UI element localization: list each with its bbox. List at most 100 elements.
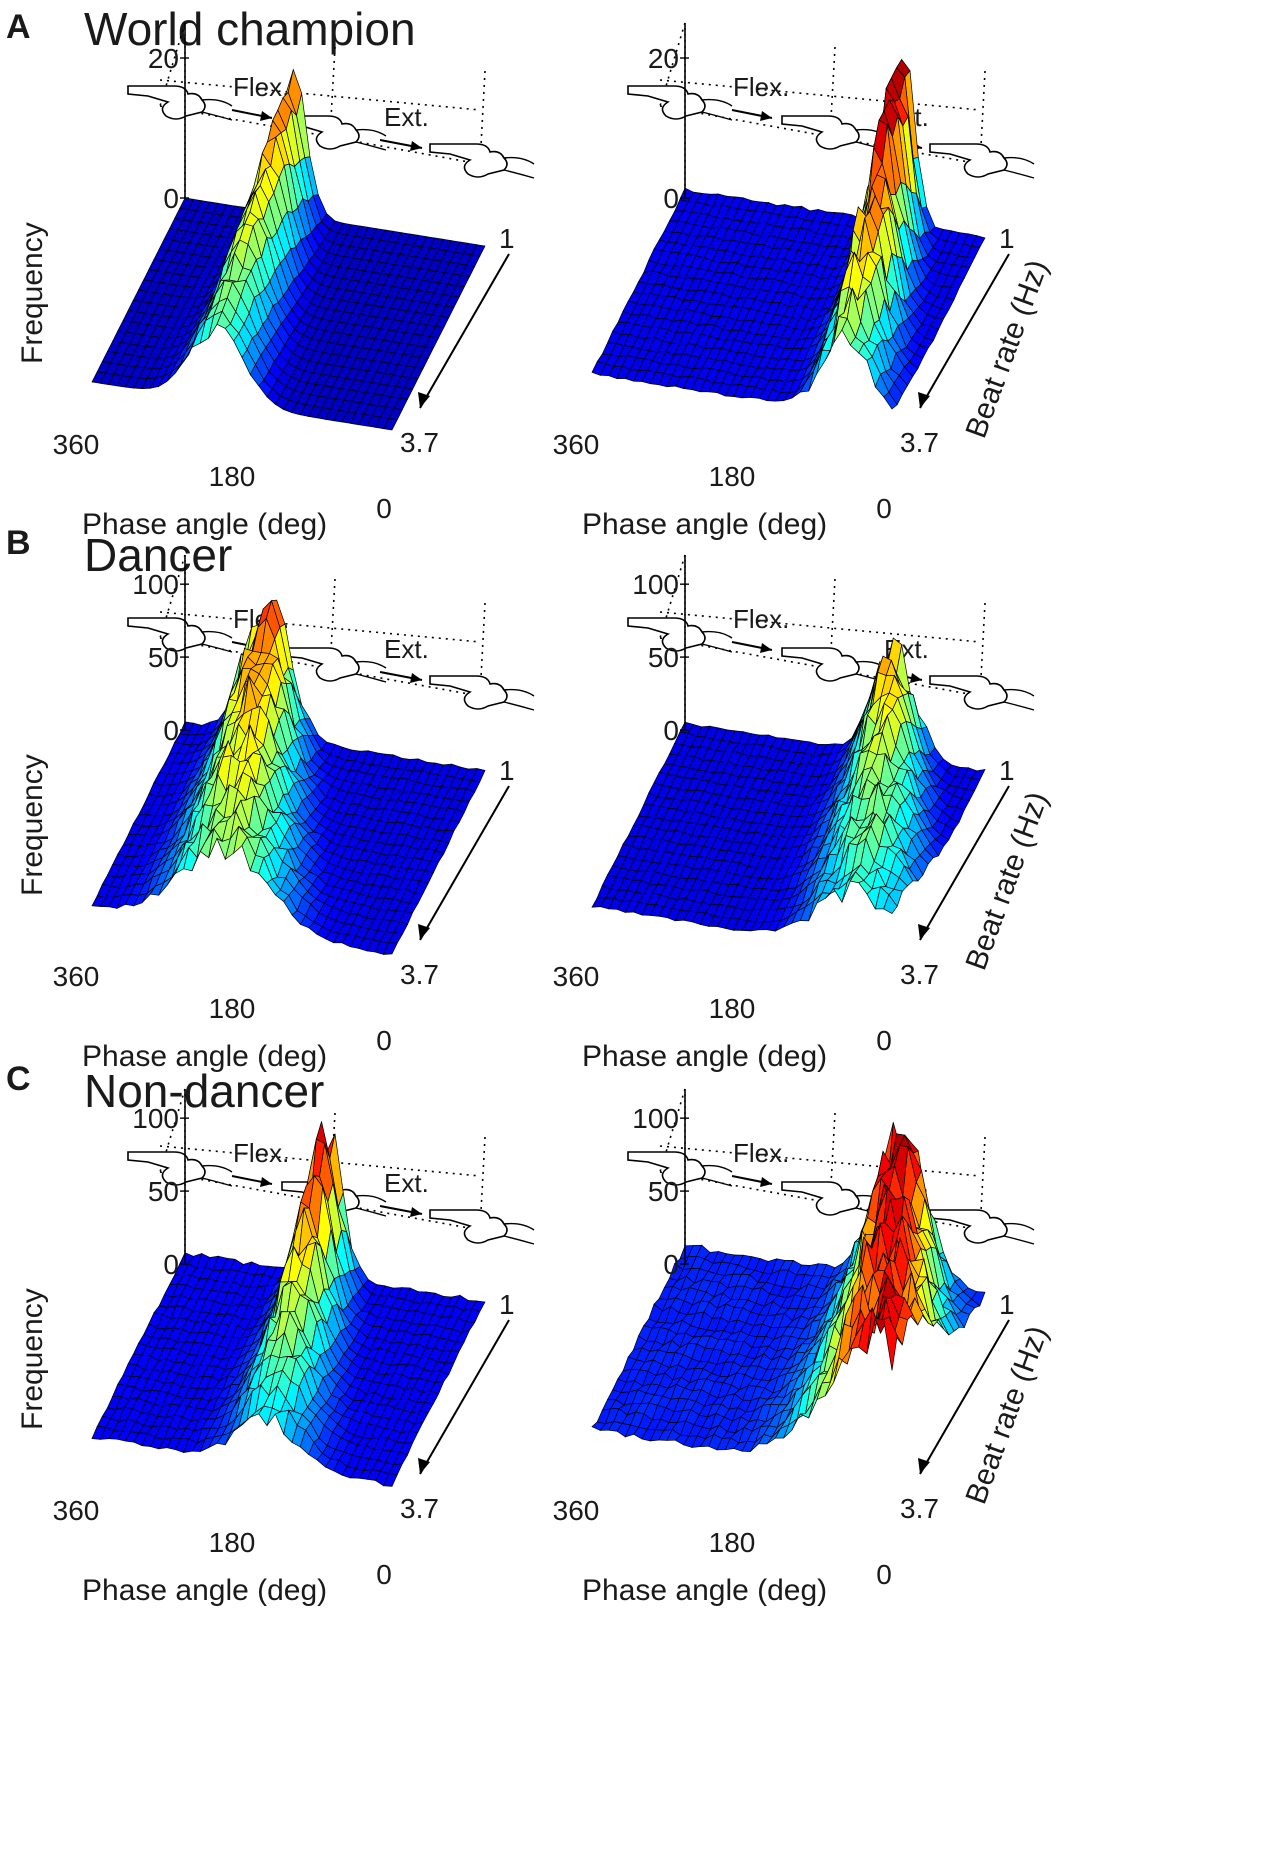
finger-flexion-icon [127,85,233,121]
depth-tick-label-1: 1 [999,223,1015,254]
guide-dotted-line [659,79,981,111]
x-axis-label: Phase angle (deg) [582,1574,827,1607]
x-tick-label-360: 360 [553,1495,600,1526]
guide-dotted-line [159,1088,186,1173]
annotation-layer: Flex.Ext. [627,1088,1035,1245]
beat-rate-arrowhead [918,1458,930,1474]
depth-tick-label-3-7: 3.7 [900,959,939,990]
panel-letter-b: B [6,524,31,562]
guide-dotted-line [829,578,836,669]
guide-dotted-line [829,46,836,137]
z-tick-label: 100 [632,569,679,600]
beat-rate-arrow [919,253,1010,409]
x-tick-label-0: 0 [376,1025,392,1056]
beat-rate-axis-label: Beat rate (Hz) [960,1322,1055,1509]
ext-label: Ext. [384,634,429,664]
z-tick-label: 0 [663,1249,679,1280]
z-tick-label: 50 [648,642,679,673]
panel-title-a: World champion [84,3,416,55]
beat-rate-arrowhead [418,1458,430,1474]
x-tick-label-180: 180 [209,993,256,1024]
surface-plot-b-right: Flex. Ext. 0 50 100 360 180 0 Phase angle (deg) 1… [500,554,1060,1073]
depth-tick-label-1: 1 [499,1289,515,1320]
depth-tick-label-1: 1 [499,755,515,786]
depth-tick-label-3-7: 3.7 [400,1493,439,1524]
panel-title-c: Non-dancer [84,1065,325,1117]
depth-tick-label-3-7: 3.7 [400,959,439,990]
axes: 0 50 100 360 180 0 Phase angle (deg) 1 3.7 Freque… [16,1089,515,1607]
y-axis-label: Frequency [16,754,49,896]
x-tick-label-0: 0 [376,493,392,524]
surface-mesh [91,1120,486,1487]
finger-extension-icon [929,675,1035,711]
z-tick-label: 50 [148,642,179,673]
flex-label: Flex. [233,72,289,102]
panel-letter-a: A [6,8,31,46]
z-tick-label: 50 [148,1176,179,1207]
ext-arrowhead [910,673,922,683]
beat-rate-arrowhead [918,392,930,408]
ext-arrowhead [410,1207,422,1217]
surface-cell [883,894,898,915]
guide-dotted-line [659,554,686,639]
surface-mesh [591,58,986,410]
finger-mid-icon [781,115,887,151]
beat-rate-arrow [419,253,510,409]
surface-mesh [591,637,986,932]
guide-dotted-line [329,46,336,137]
guide-dotted-line [159,1145,481,1177]
surface-cell [383,1473,398,1487]
x-axis-label: Phase angle (deg) [82,1574,327,1607]
finger-flexion-icon [127,617,233,653]
surface-mesh [91,599,486,955]
surface-plot-c-right: Flex.Ext. 0 50 100 360 180 0 Phase angle (deg) 1… [500,1088,1060,1607]
ext-arrowhead [410,141,422,151]
guide-dotted-line [159,611,481,643]
x-tick-label-180: 180 [209,461,256,492]
x-tick-label-0: 0 [876,1559,892,1590]
x-tick-label-0: 0 [876,1025,892,1056]
x-tick-label-180: 180 [209,1527,256,1558]
depth-tick-label-3-7: 3.7 [900,1493,939,1524]
flex-label: Flex. [733,604,789,634]
x-tick-label-180: 180 [709,1527,756,1558]
finger-extension-icon [429,143,535,179]
annotation-layer: Flex.Ext. [627,554,1035,711]
x-tick-label-0: 0 [376,1559,392,1590]
z-tick-label: 0 [663,715,679,746]
finger-flexion-icon [127,1151,233,1187]
x-tick-label-360: 360 [53,961,100,992]
y-axis-label: Frequency [16,222,49,364]
panel-letter-c: C [6,1060,31,1098]
depth-tick-label-1: 1 [999,1289,1015,1320]
axes: 0 20 360 180 0 Phase angle (deg) 1 3.7 Frequency [16,23,515,541]
x-axis-label: Phase angle (deg) [82,1040,327,1073]
surface-plot-c-left: Flex. Ext. 0 50 100 360 180 0 Phase angle (deg) 1… [0,1088,560,1607]
z-tick-label: 0 [663,183,679,214]
x-axis-label: Phase angle (deg) [582,508,827,541]
x-tick-label-360: 360 [553,961,600,992]
x-axis-label: Phase angle (deg) [582,1040,827,1073]
ext-arrowhead [410,673,422,683]
surface-cell [383,418,398,431]
x-tick-label-180: 180 [709,993,756,1024]
guide-dotted-line [159,79,481,111]
x-tick-label-360: 360 [553,429,600,460]
y-axis-label: Frequency [16,1288,49,1430]
beat-rate-arrowhead [418,392,430,408]
z-tick-label: 100 [632,1103,679,1134]
z-tick-label: 0 [163,183,179,214]
finger-extension-icon [429,675,535,711]
guide-dotted-line [659,22,686,107]
flex-arrowhead [260,1177,272,1187]
depth-tick-label-1: 1 [499,223,515,254]
x-tick-label-0: 0 [876,493,892,524]
beat-rate-arrowhead [918,924,930,940]
surface-cell [883,1316,898,1371]
z-tick-label: 50 [648,1176,679,1207]
finger-mid-icon [281,647,387,683]
depth-tick-label-1: 1 [999,755,1015,786]
annotation-layer: Flex.Ext. [627,22,1035,179]
finger-extension-icon [929,143,1035,179]
